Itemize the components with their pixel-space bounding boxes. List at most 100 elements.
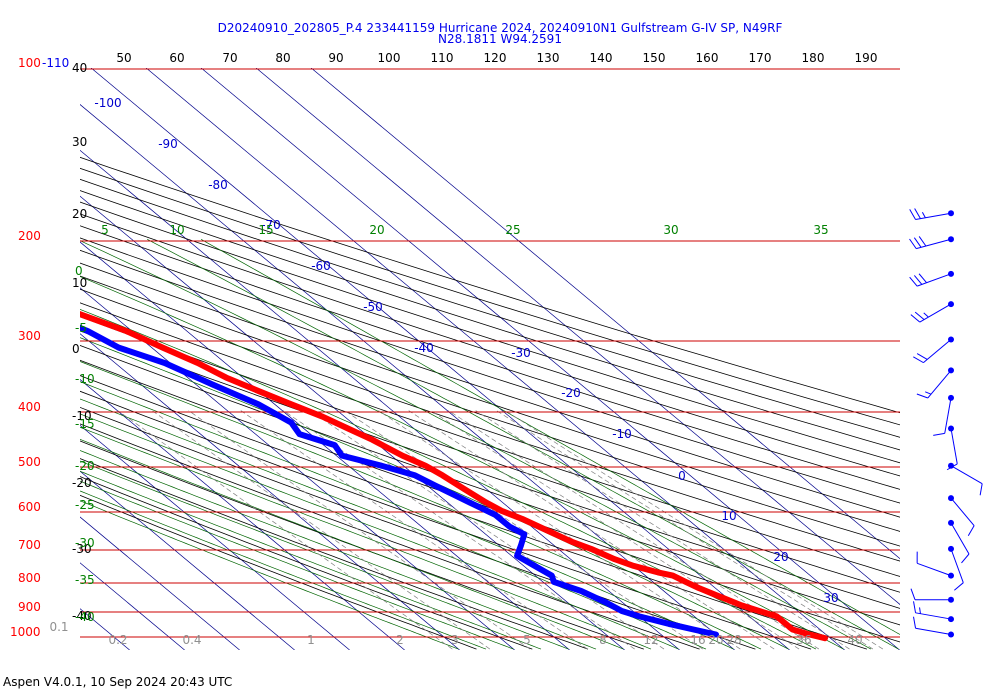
- top-axis-label: 60: [169, 51, 184, 65]
- wind-barb-feather: [909, 238, 917, 249]
- wind-barb-feather: [916, 353, 928, 360]
- top-axis-label: 140: [590, 51, 613, 65]
- wind-barb: [916, 551, 954, 579]
- mixing-ratio-label: 0.4: [182, 633, 201, 647]
- moist-adiabat-line: [80, 470, 542, 650]
- isotherm-line: [80, 470, 295, 650]
- moist-adiabat-line: [80, 438, 624, 650]
- left-moist-label: -30: [75, 536, 95, 550]
- pressure-tick-label: 100: [18, 56, 41, 70]
- top-axis-label: 120: [484, 51, 507, 65]
- wind-barb-feather: [913, 237, 922, 248]
- isotherm-label: -50: [363, 300, 383, 314]
- wind-barb: [909, 270, 954, 287]
- top-axis-label: 50: [116, 51, 131, 65]
- isotherm-line: [80, 333, 460, 650]
- mixing-ratio-label: 0.1: [49, 620, 68, 634]
- pressure-tick-label: 200: [18, 229, 41, 243]
- wind-barb: [909, 208, 954, 220]
- moist-adiabat-line: [80, 490, 487, 650]
- isotherm-line: [255, 68, 900, 605]
- dry-adiabat-line: [80, 316, 900, 593]
- wind-barb-staff: [950, 428, 958, 464]
- left-axis-label: -10: [72, 409, 92, 423]
- mixing-ratio-label: 16: [690, 633, 705, 647]
- temperature-profile-line: [80, 311, 828, 642]
- dry-adiabat-line: [80, 458, 589, 650]
- pressure-tick-label: 1000: [10, 625, 41, 639]
- dry-adiabat-line: [80, 476, 533, 650]
- wind-barb-staff: [950, 465, 983, 485]
- wind-barb: [910, 588, 954, 603]
- wind-barb: [916, 367, 954, 399]
- moist-adiabat-label: 10: [169, 223, 184, 237]
- top-axis-label: 90: [328, 51, 343, 65]
- left-moist-label: -5: [75, 321, 87, 335]
- moist-adiabat-label: 15: [258, 223, 273, 237]
- wind-barb-feather: [909, 209, 916, 220]
- wind-barb-feather: [913, 275, 923, 285]
- wind-barb-feather: [913, 616, 917, 629]
- mixing-ratio-line: [430, 410, 800, 650]
- isotherm-label: -70: [261, 218, 281, 232]
- isotherm-label: 20: [773, 550, 788, 564]
- isotherm-label: -10: [612, 427, 632, 441]
- left-axis-label: 20: [72, 207, 87, 221]
- pressure-tick-label: 300: [18, 329, 41, 343]
- wind-barb-feather: [979, 483, 983, 496]
- dry-adiabat-line: [80, 167, 900, 426]
- wind-barb-half-feather: [919, 607, 921, 614]
- isotherm-line: [0, 68, 75, 650]
- isotherm-label: 30: [823, 591, 838, 605]
- left-axis-label: 30: [72, 135, 87, 149]
- dry-adiabat-line: [80, 288, 900, 562]
- top-axis-label: 180: [802, 51, 825, 65]
- moist-adiabat-line: [80, 413, 679, 650]
- isotherm-line: [80, 287, 515, 650]
- left-axis-label: -20: [72, 476, 92, 490]
- wind-barb-half-feather: [925, 391, 932, 395]
- isotherm-label: 10: [721, 509, 736, 523]
- wind-barb-staff: [950, 497, 975, 526]
- moist-adiabat-line: [80, 276, 844, 650]
- top-axis-label: 130: [537, 51, 560, 65]
- left-axis-label: -40: [72, 609, 92, 623]
- dry-adiabat-line: [80, 225, 900, 490]
- moist-adiabat-line: [80, 480, 514, 650]
- wind-barb-staff: [915, 627, 952, 636]
- left-moist-label: -35: [75, 573, 95, 587]
- chart-title: D20240910_202805_P.4 233441159 Hurricane…: [217, 21, 783, 35]
- footer-text: Aspen V4.0.1, 10 Sep 2024 20:43 UTC: [3, 675, 233, 689]
- left-axis-label: 10: [72, 276, 87, 290]
- wind-barb-feather: [910, 588, 916, 600]
- wind-barb-staff: [915, 212, 952, 220]
- top-axis-label: 70: [222, 51, 237, 65]
- wind-barb: [948, 545, 964, 591]
- moist-adiabat-line: [80, 426, 652, 650]
- mixing-ratio-line: [240, 410, 588, 650]
- pressure-tick-label: 500: [18, 455, 41, 469]
- isotherm-label: -40: [414, 341, 434, 355]
- isotherm-line: [200, 68, 900, 650]
- dry-adiabat-line: [80, 344, 900, 626]
- pressure-tick-label: 900: [18, 600, 41, 614]
- dry-adiabat-line: [80, 494, 477, 650]
- mixing-ratio-line: [505, 410, 884, 650]
- moist-adiabat-line: [200, 238, 900, 635]
- moist-adiabat-label: 20: [369, 223, 384, 237]
- isotherm-label: -20: [561, 386, 581, 400]
- isotherm-line: [145, 68, 845, 650]
- wind-barb-feather: [914, 208, 921, 219]
- wind-barb-staff: [944, 397, 952, 434]
- mixing-ratio-line: [475, 410, 850, 650]
- mixing-ratio-label: 40: [847, 633, 862, 647]
- moist-adiabat-line: [80, 460, 569, 650]
- mixing-ratio-label: 12: [643, 633, 658, 647]
- dry-adiabat-line: [80, 249, 900, 518]
- top-axis-label: 150: [643, 51, 666, 65]
- wind-barb-feather: [913, 601, 917, 613]
- moist-adiabat-line: [80, 500, 459, 650]
- mixing-ratio-label: 0.2: [108, 633, 127, 647]
- pressure-tick-label: 600: [18, 500, 41, 514]
- mixing-ratio-label: 3: [451, 633, 459, 647]
